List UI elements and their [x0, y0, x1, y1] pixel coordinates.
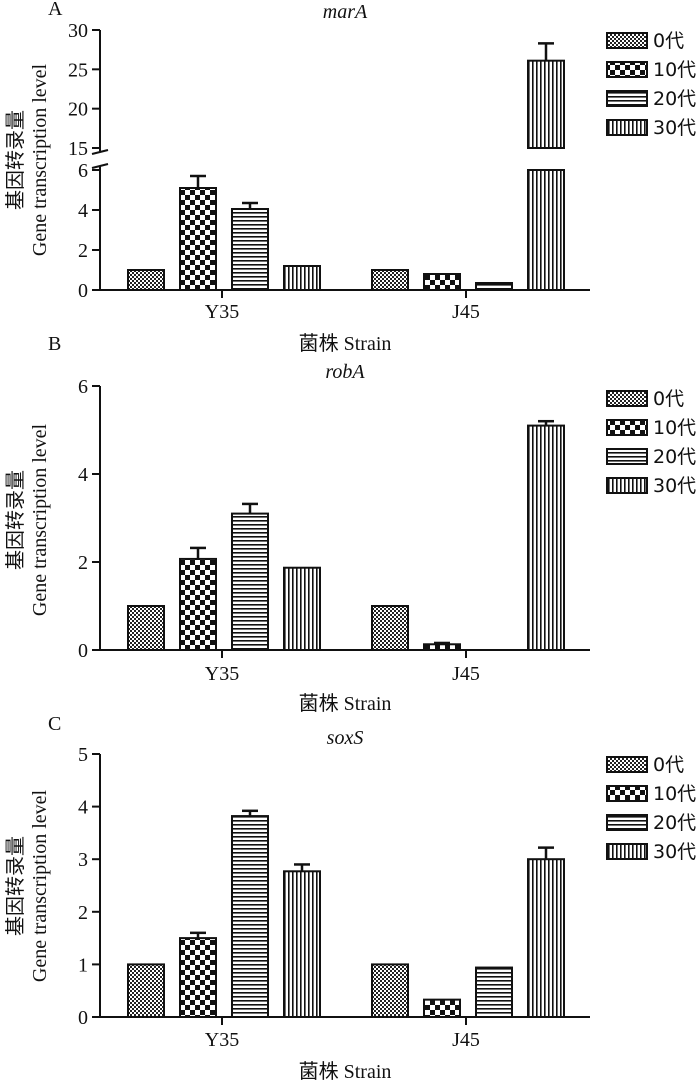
legend-swatch [606, 119, 648, 136]
bar [179, 187, 217, 291]
legend-label: 20代 [653, 446, 696, 468]
bar [283, 870, 321, 1018]
bar [423, 643, 461, 652]
legend-label: 0代 [653, 754, 684, 776]
bar [231, 815, 269, 1018]
bar [371, 269, 409, 291]
bar [423, 998, 461, 1019]
legend-label: 20代 [653, 812, 696, 834]
bar [527, 858, 565, 1019]
legend-label: 20代 [653, 88, 696, 110]
legend-swatch [606, 785, 648, 802]
chart-title: robA [325, 361, 365, 383]
y-axis-label-en: Gene transcription level [29, 63, 51, 256]
x-tick-label: Y35 [205, 663, 239, 685]
bar [231, 208, 269, 291]
bar [179, 937, 217, 1018]
chart-title: soxS [327, 727, 364, 749]
y-tick-label: 2 [78, 552, 88, 574]
x-axis-label: 菌株 Strain [299, 1060, 392, 1082]
y-tick-label: 2 [78, 240, 88, 262]
bar [475, 282, 513, 291]
axis-break-mark [91, 163, 109, 169]
bar [127, 269, 165, 291]
y-tick-label: 0 [78, 640, 88, 662]
legend-swatch [606, 477, 648, 494]
bar [231, 512, 269, 651]
y-tick-label: 0 [78, 280, 88, 302]
y-tick-label: 6 [78, 160, 88, 182]
y-tick-label: 15 [68, 138, 88, 160]
legend-label: 0代 [653, 388, 684, 410]
bar [527, 59, 565, 149]
chart-title: marA [323, 1, 368, 23]
x-tick-label: J45 [452, 1029, 480, 1051]
bar [527, 169, 565, 291]
bar [371, 605, 409, 651]
y-tick-label: 1 [78, 954, 88, 976]
legend-swatch [606, 756, 648, 773]
y-tick-label: 6 [78, 376, 88, 398]
bar [127, 963, 165, 1019]
x-tick-label: Y35 [205, 1029, 239, 1051]
bar [179, 557, 217, 651]
panel-letter: A [48, 0, 63, 20]
y-axis-label-cn: 基因转录量 [4, 836, 27, 936]
bar [527, 424, 565, 651]
legend-label: 10代 [653, 59, 696, 81]
y-axis-label-cn: 基因转录量 [4, 110, 27, 210]
panel-letter: B [48, 333, 61, 355]
bar [371, 963, 409, 1019]
y-tick-label: 4 [78, 797, 88, 819]
y-tick-label: 25 [68, 59, 88, 81]
bar [283, 566, 321, 651]
legend-swatch [606, 390, 648, 407]
y-axis-label-en: Gene transcription level [29, 789, 51, 982]
y-tick-label: 2 [78, 902, 88, 924]
legend-label: 30代 [653, 117, 696, 139]
bar [475, 966, 513, 1019]
x-axis-label: 菌株 Strain [299, 332, 392, 355]
legend-swatch [606, 32, 648, 49]
legend-swatch [606, 90, 648, 107]
x-tick-label: J45 [452, 663, 480, 685]
y-axis-label-en: Gene transcription level [29, 423, 51, 616]
y-tick-label: 3 [78, 849, 88, 871]
legend-swatch [606, 814, 648, 831]
y-tick-label: 20 [68, 99, 88, 121]
x-tick-label: J45 [452, 301, 480, 323]
y-tick-label: 30 [68, 20, 88, 42]
x-axis-label: 菌株 Strain [299, 692, 392, 715]
legend-label: 10代 [653, 417, 696, 439]
y-tick-label: 4 [78, 200, 88, 222]
y-tick-label: 5 [78, 744, 88, 766]
legend-swatch [606, 843, 648, 860]
legend-swatch [606, 448, 648, 465]
bar [127, 605, 165, 651]
legend-label: 30代 [653, 475, 696, 497]
legend-label: 10代 [653, 783, 696, 805]
y-axis-label-cn: 基因转录量 [4, 470, 27, 570]
bar [283, 265, 321, 291]
legend-label: 0代 [653, 30, 684, 52]
legend-swatch [606, 61, 648, 78]
y-tick-label: 0 [78, 1007, 88, 1029]
bar [423, 273, 461, 291]
legend-label: 30代 [653, 841, 696, 863]
legend-swatch [606, 419, 648, 436]
axis-break-mark [91, 149, 109, 155]
y-tick-label: 4 [78, 464, 88, 486]
panel-letter: C [48, 713, 61, 735]
x-tick-label: Y35 [205, 301, 239, 323]
